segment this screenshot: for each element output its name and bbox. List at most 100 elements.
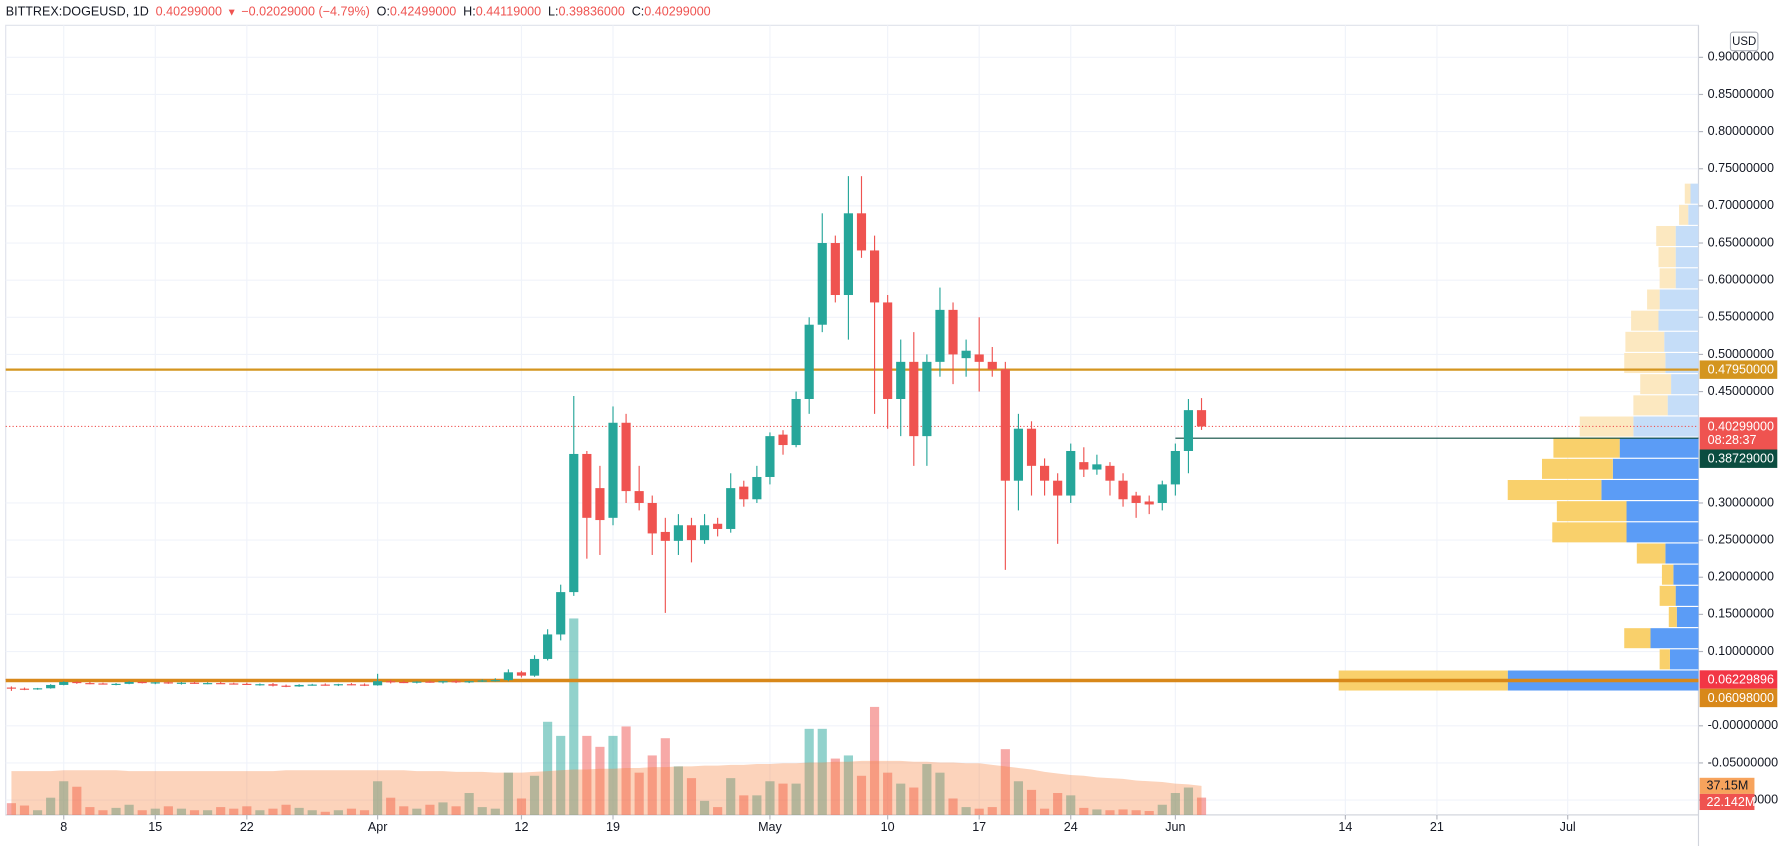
candle-body <box>373 681 383 686</box>
profile-down <box>1659 268 1676 289</box>
axis-layer: 0.90000000 0.85000000 0.80000000 0.75000000… <box>60 50 1778 834</box>
candle-body <box>98 683 108 685</box>
volume-bar <box>1066 795 1076 815</box>
candle-body <box>19 688 30 690</box>
ohlc-label: L: <box>548 5 558 19</box>
candle-body <box>163 682 173 684</box>
y-tick-label: 0.10000000 <box>1708 644 1774 658</box>
candle-body <box>1118 480 1128 500</box>
candle-body <box>869 250 880 303</box>
volume-bar <box>935 772 945 815</box>
x-tick-label: Jun <box>1165 820 1185 834</box>
volume-bar <box>830 758 840 815</box>
symbol: BITTREX:DOGEUSD, 1D <box>6 5 149 19</box>
volume-bar <box>98 810 108 815</box>
ohlc-value: 0.44119000 <box>476 5 541 19</box>
volume-badge-label: 37.15M <box>1706 779 1748 793</box>
ohlc-label: C: <box>632 5 645 19</box>
y-tick-label: 0.70000000 <box>1708 198 1774 212</box>
volume-ma-area <box>11 760 1202 815</box>
volume-bar <box>543 721 553 815</box>
candle-body <box>830 243 840 296</box>
candle-body <box>216 683 226 685</box>
volume-bar <box>974 808 984 815</box>
profile-down <box>1640 374 1672 395</box>
x-tick-label: 22 <box>240 820 254 834</box>
y-tick-label: 0.15000000 <box>1708 607 1774 621</box>
candle-body <box>1170 450 1180 485</box>
candle-body <box>72 681 82 684</box>
price-badge <box>1699 688 1778 708</box>
volume-bar <box>373 781 383 815</box>
volume-bar <box>765 781 775 815</box>
candle-body <box>673 525 683 541</box>
profile-down <box>1553 437 1620 458</box>
candle-body <box>883 302 893 399</box>
volume-bar <box>346 808 357 815</box>
candle-body <box>713 523 723 529</box>
volume-bar <box>425 804 435 815</box>
candle-body <box>294 684 304 687</box>
candle-body <box>124 681 134 684</box>
profile-down <box>1633 395 1668 416</box>
candle-body <box>948 309 958 355</box>
profile-up <box>1675 268 1699 289</box>
candle-body <box>85 683 95 685</box>
profile-up <box>1665 543 1699 564</box>
volume-bar <box>229 808 239 815</box>
volume-bar <box>739 795 749 815</box>
volume-bar <box>686 778 697 815</box>
candle-body <box>608 422 618 518</box>
volume-bar <box>869 706 880 815</box>
volume-badge <box>1699 793 1755 811</box>
price-badge <box>1699 670 1778 689</box>
volume-bar <box>216 807 226 815</box>
profile-down <box>1661 564 1674 585</box>
x-tick-label: 14 <box>1338 820 1352 834</box>
price-badge-label: 0.47950000 <box>1708 363 1774 377</box>
volume-bar <box>1079 807 1089 815</box>
volume-bar <box>59 781 69 815</box>
candle-body <box>1066 450 1076 496</box>
volume-bar <box>46 797 56 815</box>
candle-body <box>346 684 357 686</box>
volume-bar <box>948 798 958 815</box>
profile-up <box>1601 480 1699 501</box>
candle-body <box>6 687 16 689</box>
price-badge-label: 0.40299000 <box>1708 419 1774 433</box>
volume-bar <box>294 807 304 815</box>
volume-bar <box>503 772 513 815</box>
candle-body <box>634 491 644 503</box>
volume-bar <box>621 726 631 815</box>
candle-body <box>739 486 749 500</box>
candle-body <box>660 531 670 541</box>
volume-bar <box>699 800 710 815</box>
candle-body <box>1000 369 1010 481</box>
profile-up <box>1673 564 1699 585</box>
candle-body <box>856 213 867 251</box>
candle-body <box>896 361 906 399</box>
volume-bar <box>660 738 670 815</box>
volume-bar <box>726 778 736 815</box>
profile-up <box>1664 331 1699 352</box>
profile-down <box>1556 501 1627 522</box>
x-tick-label: Apr <box>368 820 388 834</box>
x-tick-label: 19 <box>606 820 620 834</box>
profile-down <box>1679 204 1689 225</box>
x-tick-label: 8 <box>60 820 67 834</box>
candle-body <box>843 213 853 296</box>
volume-bar <box>673 766 683 815</box>
candle-body <box>464 681 474 683</box>
volume-bar <box>176 808 187 815</box>
volume-bar <box>399 806 409 815</box>
x-tick-label: 15 <box>148 820 162 834</box>
y-tick-label: 0.85000000 <box>1708 87 1774 101</box>
price-line-layer <box>5 368 1699 683</box>
volume-bar <box>203 810 213 815</box>
price-badge-label: 0.38729000 <box>1708 452 1774 466</box>
profile-up <box>1690 183 1699 204</box>
price-badge-label: 0.06229896 <box>1708 672 1774 686</box>
volume-bar <box>1131 810 1141 815</box>
